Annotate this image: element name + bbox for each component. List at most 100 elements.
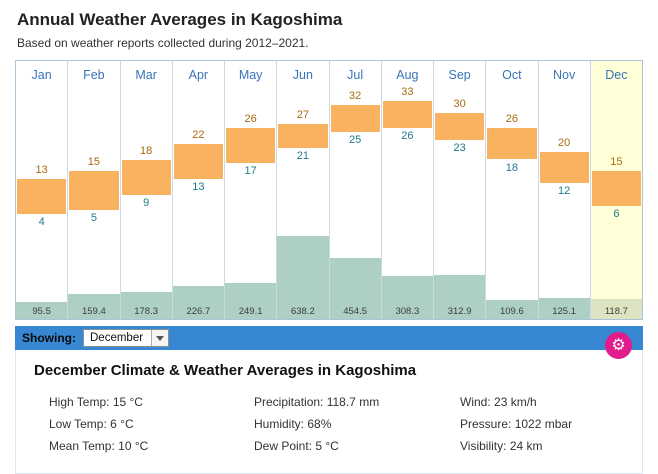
high-temp-label: 30 xyxy=(453,97,466,110)
high-temp-label: 33 xyxy=(401,86,414,98)
stat-label: High Temp: xyxy=(49,395,110,409)
temp-range-bar xyxy=(330,104,380,133)
month-column-mar[interactable]: Mar 18 9 178.3 xyxy=(120,61,173,319)
high-temp-label: 18 xyxy=(140,144,153,157)
details-heading: December Climate & Weather Averages in K… xyxy=(34,362,417,379)
temp-range-bar xyxy=(17,179,67,215)
high-temp-label: 32 xyxy=(349,89,362,102)
showing-label: Showing: xyxy=(22,331,76,345)
month-label: Dec xyxy=(605,68,628,82)
stat-row: Low Temp: 6 °C xyxy=(49,413,254,435)
low-temp-label: 21 xyxy=(296,149,309,162)
low-temp-label: 4 xyxy=(38,216,45,229)
month-column-aug[interactable]: Aug 33 26 308.3 xyxy=(381,61,434,319)
low-temp-label: 23 xyxy=(453,142,466,154)
climate-chart: Jan 13 4 95.5 Feb 15 5 159.4 Mar 18 9 178.3 Apr 22 13 2… xyxy=(15,60,643,320)
stat-row: Dew Point: 5 °C xyxy=(254,435,460,457)
stat-row: Visibility: 24 km xyxy=(460,435,626,457)
precip-bar xyxy=(120,291,172,319)
stat-label: Wind: xyxy=(460,395,491,409)
precip-bar xyxy=(538,298,590,319)
high-temp-label: 15 xyxy=(610,156,623,169)
low-temp-label: 18 xyxy=(505,161,518,174)
precip-value-label: 312.9 xyxy=(447,306,472,317)
temp-range-bar xyxy=(487,128,537,160)
precip-bar xyxy=(68,293,120,319)
month-label: Apr xyxy=(188,68,209,82)
precip-value-label: 125.1 xyxy=(552,306,577,317)
month-column-sep[interactable]: Sep 30 23 312.9 xyxy=(434,61,487,319)
precip-bar xyxy=(225,283,277,319)
stat-row: Mean Temp: 10 °C xyxy=(49,435,254,457)
stat-label: Mean Temp: xyxy=(49,439,115,453)
month-column-oct[interactable]: Oct 26 18 109.6 xyxy=(486,61,539,319)
month-select[interactable]: December xyxy=(83,329,170,347)
settings-button[interactable]: ⚙ xyxy=(605,332,632,359)
month-select-value: December xyxy=(90,332,144,344)
month-column-jan[interactable]: Jan 13 4 95.5 xyxy=(16,61,69,319)
dropdown-arrow-icon[interactable] xyxy=(151,330,169,346)
month-column-feb[interactable]: Feb 15 5 159.4 xyxy=(68,61,121,319)
precip-value-label: 638.2 xyxy=(290,306,315,317)
stat-value: 23 km/h xyxy=(494,395,537,409)
month-label: Jul xyxy=(347,68,364,82)
month-column-dec[interactable]: Dec 15 6 118.7 xyxy=(590,61,642,319)
page-subtitle: Based on weather reports collected durin… xyxy=(17,36,309,50)
month-label: Jan xyxy=(31,68,52,82)
stat-value: 6 °C xyxy=(110,417,134,431)
temp-range-bar xyxy=(591,171,641,207)
stat-label: Pressure: xyxy=(460,417,512,431)
month-column-nov[interactable]: Nov 20 12 125.1 xyxy=(538,61,591,319)
precip-value-label: 159.4 xyxy=(81,306,106,317)
details-col1: High Temp: 15 °C Low Temp: 6 °C Mean Temp:… xyxy=(49,391,254,457)
month-column-apr[interactable]: Apr 22 13 226.7 xyxy=(172,61,225,319)
stat-label: Precipitation: xyxy=(254,395,324,409)
precip-bar xyxy=(329,258,381,319)
details-panel: December Climate & Weather Averages in K… xyxy=(15,350,643,474)
month-column-jun[interactable]: Jun 27 21 638.2 xyxy=(277,61,330,319)
temp-range-bar xyxy=(539,151,589,183)
stat-value: 118.7 mm xyxy=(326,395,380,409)
stat-label: Visibility: xyxy=(460,439,507,453)
temp-range-bar xyxy=(435,112,485,140)
stat-row: Precipitation: 118.7 mm xyxy=(254,391,460,413)
stat-row: Wind: 23 km/h xyxy=(460,391,626,413)
month-label: Jun xyxy=(292,68,313,82)
stat-value: 24 km xyxy=(509,439,543,453)
month-label: Oct xyxy=(502,68,522,82)
stat-label: Humidity: xyxy=(254,417,305,431)
low-temp-label: 17 xyxy=(244,165,257,178)
low-temp-label: 5 xyxy=(90,212,97,225)
precip-value-label: 109.6 xyxy=(499,306,524,317)
month-column-may[interactable]: May 26 17 249.1 xyxy=(225,61,278,319)
precip-value-label: 178.3 xyxy=(134,306,159,317)
low-temp-label: 9 xyxy=(143,196,150,209)
month-label: Mar xyxy=(135,68,157,82)
high-temp-label: 13 xyxy=(35,164,48,176)
precip-value-label: 226.7 xyxy=(186,306,211,317)
page-title: Annual Weather Averages in Kagoshima xyxy=(17,10,343,29)
low-temp-label: 12 xyxy=(558,184,571,197)
details-col3: Wind: 23 km/h Pressure: 1022 mbar Visibili… xyxy=(460,391,626,457)
low-temp-label: 13 xyxy=(192,181,205,193)
stat-value: 68% xyxy=(307,417,332,431)
temp-range-bar xyxy=(121,159,171,195)
precip-value-label: 249.1 xyxy=(238,306,263,317)
gear-icon: ⚙ xyxy=(611,336,626,354)
high-temp-label: 27 xyxy=(296,109,309,122)
precip-bar xyxy=(381,276,433,319)
precip-bar xyxy=(590,298,642,319)
precip-bar xyxy=(16,301,68,319)
precip-value-label: 454.5 xyxy=(343,306,368,317)
month-label: Aug xyxy=(396,68,419,82)
low-temp-label: 6 xyxy=(613,208,620,221)
month-label: May xyxy=(238,68,263,82)
stat-row: High Temp: 15 °C xyxy=(49,391,254,413)
month-column-jul[interactable]: Jul 32 25 454.5 xyxy=(329,61,382,319)
stat-row: Pressure: 1022 mbar xyxy=(460,413,626,435)
high-temp-label: 22 xyxy=(192,128,205,141)
stat-value: 5 °C xyxy=(315,439,339,453)
stat-value: 1022 mbar xyxy=(514,417,573,431)
stat-label: Dew Point: xyxy=(254,439,313,453)
